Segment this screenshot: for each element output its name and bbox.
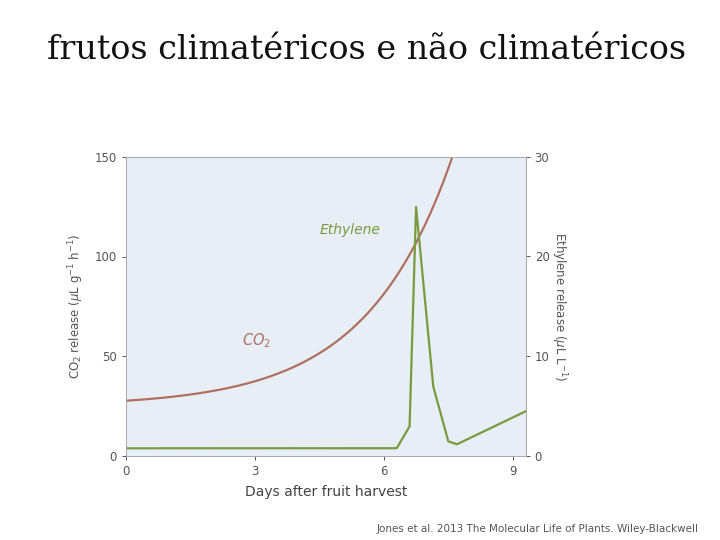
Y-axis label: CO$_2$ release ($\mu$L g$^{-1}$ h$^{-1}$): CO$_2$ release ($\mu$L g$^{-1}$ h$^{-1}$…: [67, 234, 86, 379]
Text: Ethylene: Ethylene: [320, 222, 380, 237]
Text: Jones et al. 2013 The Molecular Life of Plants. Wiley-Blackwell: Jones et al. 2013 The Molecular Life of …: [377, 523, 698, 534]
Y-axis label: Ethylene release ($\mu$L L$^{-1}$): Ethylene release ($\mu$L L$^{-1}$): [549, 232, 569, 381]
Text: frutos climatéricos e não climatéricos: frutos climatéricos e não climatéricos: [47, 34, 686, 66]
Text: CO$_2$: CO$_2$: [242, 332, 271, 350]
X-axis label: Days after fruit harvest: Days after fruit harvest: [245, 485, 407, 500]
